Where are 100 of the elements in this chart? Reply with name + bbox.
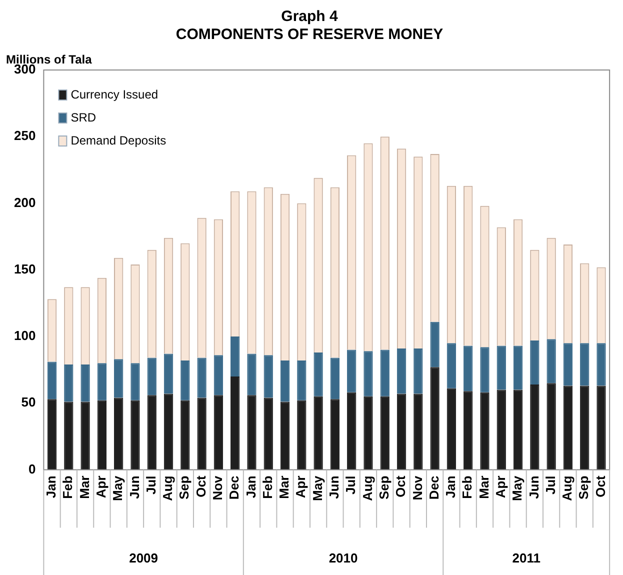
x-tick-label: Dec [226, 476, 242, 500]
x-tick-label: Jan [243, 476, 258, 498]
x-tick-label: Aug [160, 476, 176, 501]
bar [563, 343, 573, 386]
bar [364, 351, 373, 396]
bar [414, 348, 423, 394]
bar [380, 396, 390, 470]
bar [580, 386, 590, 470]
x-tick-label: May [110, 474, 126, 502]
x-tick-label: Jun [126, 476, 142, 499]
x-tick-label: Jun [326, 476, 342, 499]
bar [396, 348, 406, 394]
bar [480, 392, 490, 470]
x-tick-label: Oct [393, 475, 408, 498]
bar [414, 394, 423, 470]
bar [147, 358, 156, 396]
bar [164, 354, 174, 394]
bar [47, 399, 57, 470]
text: 2009 [129, 550, 158, 566]
bar [364, 396, 373, 470]
x-tick-label: Jan [44, 476, 59, 498]
x-tick-label: Mar [276, 476, 292, 499]
bar [64, 364, 74, 402]
x-tick-label: Oct [592, 475, 608, 498]
bar [546, 339, 556, 384]
x-tick-label: Nov [210, 474, 226, 500]
bar [230, 376, 240, 470]
bar [446, 388, 456, 470]
x-tick-label: Feb [260, 476, 275, 499]
bar [197, 398, 206, 470]
legend-label: Demand Deposits [70, 133, 166, 148]
bar [330, 358, 340, 400]
x-tick-label: Sep [176, 476, 192, 500]
y-tick-label: 150 [14, 261, 36, 276]
bar [480, 347, 490, 392]
bar [530, 340, 540, 384]
bar [430, 322, 440, 368]
bar [446, 343, 456, 388]
bar [430, 367, 440, 470]
bar [314, 396, 323, 470]
bar [130, 363, 140, 400]
y-tick-label: 50 [21, 394, 36, 410]
x-tick-label: Apr [293, 476, 308, 498]
x-tick-label: May [510, 474, 525, 502]
x-tick-label: Feb [460, 476, 475, 499]
bar [264, 398, 273, 470]
y-tick-label: 100 [14, 328, 36, 344]
text: 2011 [512, 550, 540, 566]
bar [297, 400, 306, 470]
text: 2010 [328, 550, 358, 566]
bar [180, 360, 190, 400]
x-tick-label: Aug [560, 476, 575, 501]
x-tick-label: Sep [576, 476, 592, 500]
bar [247, 395, 256, 470]
bar [214, 355, 224, 396]
bar [130, 400, 140, 470]
legend-label: Currency Issued [70, 87, 158, 102]
x-tick-label: May [310, 474, 325, 502]
chart-title: Graph 4 [281, 8, 338, 26]
bar [330, 399, 340, 470]
bar [230, 336, 240, 376]
bar [496, 390, 506, 470]
bar [513, 346, 523, 390]
bar [80, 402, 90, 470]
bar [530, 384, 540, 470]
bar [80, 364, 90, 402]
x-tick-label: Jun [526, 476, 542, 499]
x-tick-label: Jul [343, 476, 358, 495]
bar [114, 359, 124, 398]
bar [180, 400, 190, 470]
x-tick-label: Jan [443, 476, 458, 498]
bar [380, 350, 390, 396]
bar [97, 363, 107, 400]
bar [64, 402, 74, 470]
bar [464, 346, 473, 392]
bar [396, 394, 406, 470]
bar [347, 392, 356, 470]
bar [114, 398, 124, 470]
bar [197, 358, 206, 398]
bar [347, 350, 356, 392]
bar [596, 343, 606, 386]
x-tick-label: Nov [410, 474, 425, 500]
bar [147, 395, 156, 470]
bar [314, 352, 323, 396]
x-tick-label: Jul [542, 476, 558, 495]
x-tick-label: Mar [76, 476, 92, 499]
bar [280, 360, 290, 402]
bar [563, 386, 573, 470]
bar [464, 391, 473, 470]
x-tick-label: Aug [360, 476, 375, 501]
bar [164, 394, 174, 470]
x-tick-label: Apr [492, 476, 508, 498]
bar [580, 343, 590, 386]
bar [297, 360, 306, 400]
bar [264, 355, 273, 398]
bar [513, 390, 523, 470]
bar [496, 346, 506, 390]
legend-label: SRD [70, 110, 96, 124]
y-tick-label: 200 [14, 194, 36, 210]
x-tick-label: Mar [476, 476, 492, 499]
